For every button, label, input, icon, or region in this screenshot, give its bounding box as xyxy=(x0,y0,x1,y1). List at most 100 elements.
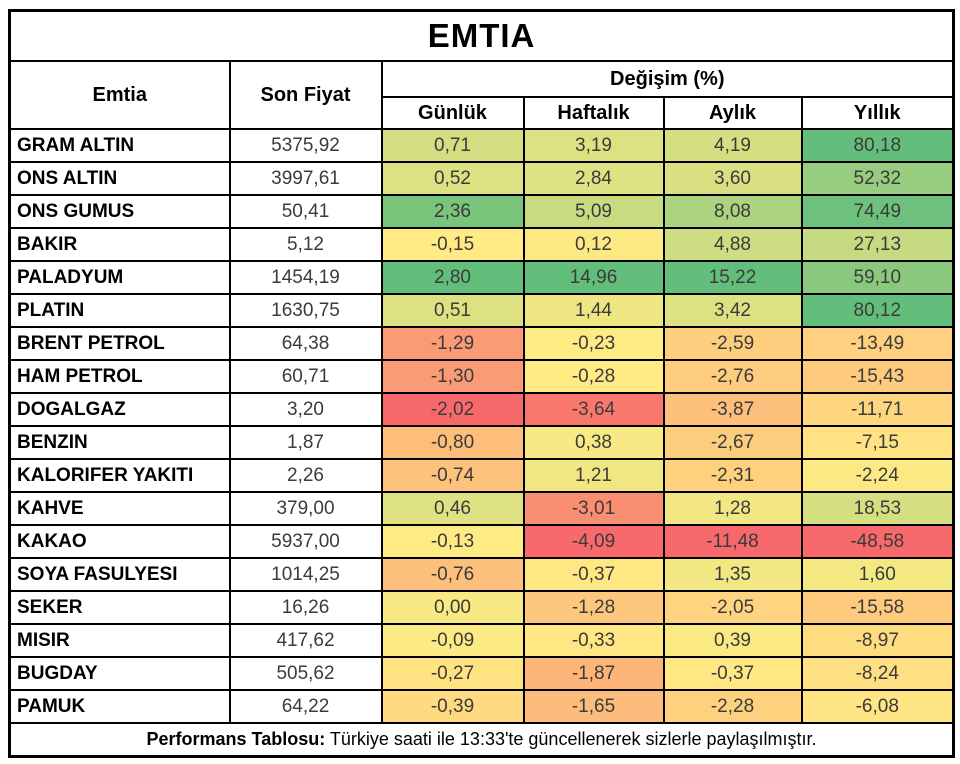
change-cell-haftalik: 5,09 xyxy=(522,194,665,229)
change-cell-haftalik: 3,19 xyxy=(522,128,665,163)
change-cell-gunluk: -0,39 xyxy=(380,689,525,724)
price-cell: 379,00 xyxy=(228,491,383,526)
footer-note: Performans Tablosu: Türkiye saati ile 13… xyxy=(8,722,955,758)
price-cell: 1,87 xyxy=(228,425,383,460)
table-row: BRENT PETROL 64,38 -1,29 -0,23 -2,59 -13,49 xyxy=(8,326,955,361)
change-cell-aylik: 1,28 xyxy=(662,491,803,526)
change-cell-aylik: 8,08 xyxy=(662,194,803,229)
data-table: EMTIA Emtia Son Fiyat Değişim (%) Günlük… xyxy=(8,9,956,758)
change-cell-aylik: 3,60 xyxy=(662,161,803,196)
change-cell-aylik: -2,31 xyxy=(662,458,803,493)
commodity-name-cell: HAM PETROL xyxy=(8,359,231,394)
change-cell-yillik: -7,15 xyxy=(800,425,955,460)
change-cell-haftalik: 0,12 xyxy=(522,227,665,262)
change-cell-gunluk: -0,74 xyxy=(380,458,525,493)
commodity-name-cell: PLATIN xyxy=(8,293,231,328)
change-cell-gunluk: -0,76 xyxy=(380,557,525,592)
price-cell: 60,71 xyxy=(228,359,383,394)
change-cell-yillik: 27,13 xyxy=(800,227,955,262)
commodity-name-cell: ONS ALTIN xyxy=(8,161,231,196)
change-cell-haftalik: 0,38 xyxy=(522,425,665,460)
table-row: SOYA FASULYESI 1014,25 -0,76 -0,37 1,35 1,60 xyxy=(8,557,955,592)
commodity-name-cell: BUGDAY xyxy=(8,656,231,691)
change-cell-yillik: 18,53 xyxy=(800,491,955,526)
change-cell-aylik: -2,59 xyxy=(662,326,803,361)
commodity-name-cell: KAHVE xyxy=(8,491,231,526)
table-row: GRAM ALTIN 5375,92 0,71 3,19 4,19 80,18 xyxy=(8,128,955,163)
change-cell-aylik: -0,37 xyxy=(662,656,803,691)
change-cell-yillik: 1,60 xyxy=(800,557,955,592)
table-body: GRAM ALTIN 5375,92 0,71 3,19 4,19 80,18 ONS AL… xyxy=(8,128,955,724)
commodity-name-cell: KAKAO xyxy=(8,524,231,559)
price-cell: 2,26 xyxy=(228,458,383,493)
table-row: ONS ALTIN 3997,61 0,52 2,84 3,60 52,32 xyxy=(8,161,955,196)
column-header-haftalik: Haftalık xyxy=(522,96,665,130)
table-title: EMTIA xyxy=(8,9,955,62)
change-cell-yillik: -15,43 xyxy=(800,359,955,394)
change-cell-haftalik: 1,21 xyxy=(522,458,665,493)
change-cell-yillik: 59,10 xyxy=(800,260,955,295)
table-row: BAKIR 5,12 -0,15 0,12 4,88 27,13 xyxy=(8,227,955,262)
change-cell-gunluk: 2,36 xyxy=(380,194,525,229)
price-cell: 64,22 xyxy=(228,689,383,724)
price-cell: 505,62 xyxy=(228,656,383,691)
column-header-gunluk: Günlük xyxy=(380,96,525,130)
change-cell-haftalik: -1,87 xyxy=(522,656,665,691)
change-cell-yillik: -6,08 xyxy=(800,689,955,724)
table-row: KAKAO 5937,00 -0,13 -4,09 -11,48 -48,58 xyxy=(8,524,955,559)
price-cell: 5937,00 xyxy=(228,524,383,559)
change-cell-haftalik: 1,44 xyxy=(522,293,665,328)
change-cell-haftalik: -3,01 xyxy=(522,491,665,526)
change-cell-yillik: -48,58 xyxy=(800,524,955,559)
change-cell-haftalik: -1,28 xyxy=(522,590,665,625)
change-cell-yillik: -8,24 xyxy=(800,656,955,691)
price-cell: 1630,75 xyxy=(228,293,383,328)
commodity-name-cell: ONS GUMUS xyxy=(8,194,231,229)
price-cell: 417,62 xyxy=(228,623,383,658)
change-cell-haftalik: 2,84 xyxy=(522,161,665,196)
footer-text: Türkiye saati ile 13:33'te güncellenerek… xyxy=(325,729,817,749)
commodity-name-cell: KALORIFER YAKITI xyxy=(8,458,231,493)
table-row: DOGALGAZ 3,20 -2,02 -3,64 -3,87 -11,71 xyxy=(8,392,955,427)
change-cell-gunluk: 0,00 xyxy=(380,590,525,625)
price-cell: 3,20 xyxy=(228,392,383,427)
price-cell: 50,41 xyxy=(228,194,383,229)
change-cell-haftalik: -0,37 xyxy=(522,557,665,592)
commodity-name-cell: SEKER xyxy=(8,590,231,625)
column-header-son-fiyat: Son Fiyat xyxy=(228,60,383,130)
change-cell-aylik: 1,35 xyxy=(662,557,803,592)
change-cell-yillik: 74,49 xyxy=(800,194,955,229)
price-cell: 64,38 xyxy=(228,326,383,361)
change-cell-gunluk: 2,80 xyxy=(380,260,525,295)
change-cell-haftalik: -0,23 xyxy=(522,326,665,361)
commodity-name-cell: MISIR xyxy=(8,623,231,658)
table-row: BENZIN 1,87 -0,80 0,38 -2,67 -7,15 xyxy=(8,425,955,460)
change-cell-gunluk: -0,13 xyxy=(380,524,525,559)
change-cell-yillik: 80,12 xyxy=(800,293,955,328)
change-cell-aylik: 4,88 xyxy=(662,227,803,262)
change-cell-aylik: 4,19 xyxy=(662,128,803,163)
price-cell: 5375,92 xyxy=(228,128,383,163)
change-cell-aylik: -2,28 xyxy=(662,689,803,724)
change-cell-gunluk: -0,09 xyxy=(380,623,525,658)
commodity-name-cell: DOGALGAZ xyxy=(8,392,231,427)
commodity-name-cell: PAMUK xyxy=(8,689,231,724)
change-cell-gunluk: -0,27 xyxy=(380,656,525,691)
change-cell-aylik: -11,48 xyxy=(662,524,803,559)
table-row: SEKER 16,26 0,00 -1,28 -2,05 -15,58 xyxy=(8,590,955,625)
change-cell-gunluk: -0,15 xyxy=(380,227,525,262)
change-cell-gunluk: 0,71 xyxy=(380,128,525,163)
change-cell-yillik: 52,32 xyxy=(800,161,955,196)
commodity-name-cell: BENZIN xyxy=(8,425,231,460)
change-cell-haftalik: -0,28 xyxy=(522,359,665,394)
change-cell-aylik: -2,05 xyxy=(662,590,803,625)
commodity-name-cell: BAKIR xyxy=(8,227,231,262)
commodity-name-cell: PALADYUM xyxy=(8,260,231,295)
table-row: PALADYUM 1454,19 2,80 14,96 15,22 59,10 xyxy=(8,260,955,295)
table-row: MISIR 417,62 -0,09 -0,33 0,39 -8,97 xyxy=(8,623,955,658)
change-cell-gunluk: -2,02 xyxy=(380,392,525,427)
change-cell-gunluk: 0,46 xyxy=(380,491,525,526)
table-row: HAM PETROL 60,71 -1,30 -0,28 -2,76 -15,43 xyxy=(8,359,955,394)
table-row: BUGDAY 505,62 -0,27 -1,87 -0,37 -8,24 xyxy=(8,656,955,691)
price-cell: 1014,25 xyxy=(228,557,383,592)
